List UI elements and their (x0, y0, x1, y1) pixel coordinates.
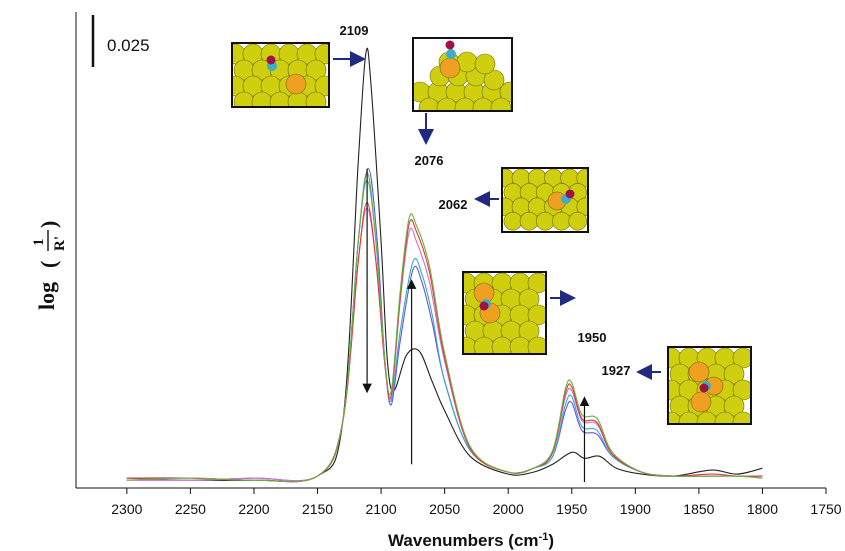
metal-atom (418, 97, 440, 110)
atom-cluster-image (503, 169, 587, 231)
metal-atom (552, 211, 571, 231)
metal-atom (305, 59, 327, 81)
x-tick-label: 2150 (302, 501, 333, 517)
metal-atom (690, 391, 712, 413)
metal-atom (500, 114, 520, 134)
metal-atom (518, 288, 540, 310)
metal-atom (439, 57, 461, 79)
metal-atom (499, 81, 511, 103)
metal-atom (732, 348, 750, 369)
inset-pointer-arrows (333, 51, 661, 380)
atom-cluster-image (464, 273, 545, 353)
metal-atom (576, 197, 587, 217)
inset-hollow-site-model (667, 346, 752, 425)
metal-atom (576, 169, 587, 188)
y-axis-label: log ( 1 R' ) (31, 221, 68, 310)
metal-atom (688, 361, 710, 383)
y-axis-label-numerator: 1 (31, 239, 47, 247)
x-tick-label: 2000 (493, 501, 524, 517)
metal-atom (527, 336, 545, 353)
metal-atom (503, 211, 523, 231)
metal-atom (305, 91, 327, 106)
oxygen-atom (479, 301, 489, 311)
inset-bridge-site-model (462, 271, 547, 355)
metal-atom (518, 320, 540, 342)
y-axis-label-paren-close: ) (36, 221, 61, 228)
metal-atom (464, 114, 484, 134)
x-axis-ticks: 2300 2250 2200 2150 2100 2050 2000 1950 1900 1850… (111, 488, 842, 517)
peak-label-1950: 1950 (578, 330, 607, 345)
peak-label-2062: 2062 (439, 197, 468, 212)
x-axis-label: Wavenumbers (cm-1) (388, 531, 554, 550)
metal-atom (233, 91, 255, 106)
metal-atom (723, 395, 745, 417)
scale-bar-label: 0.025 (107, 36, 150, 55)
metal-atom (535, 211, 555, 231)
inset-ontop-adatom-model (412, 37, 520, 134)
metal-atom (446, 114, 466, 134)
oxygen-atom (699, 383, 709, 393)
metal-atom (436, 97, 458, 110)
metal-atom (568, 211, 587, 231)
metal-atom (714, 411, 736, 423)
metal-atom (732, 411, 750, 423)
inset-step-site-model (501, 167, 589, 233)
carbon-atom (446, 49, 456, 59)
peak-label-2076: 2076 (415, 153, 444, 168)
atom-cluster-image (669, 348, 750, 423)
metal-atom (482, 114, 502, 134)
metal-atom (669, 411, 682, 423)
x-tick-label: 1900 (620, 501, 651, 517)
y-axis-label-denominator: R' (52, 236, 68, 251)
atom-cluster-image (233, 44, 328, 106)
metal-atom (472, 97, 494, 110)
metal-atom (732, 379, 750, 401)
metal-atom (527, 273, 545, 294)
metal-atom (723, 363, 745, 385)
x-tick-label: 1950 (556, 501, 587, 517)
oxygen-atom (266, 55, 276, 65)
metal-atom (678, 411, 700, 423)
spectrum-line-6 (126, 172, 763, 483)
trend-arrows (362, 168, 590, 483)
inset-top-site-model (231, 42, 330, 108)
x-tick-label: 2200 (238, 501, 269, 517)
metal-atom (696, 411, 718, 423)
x-tick-label: 1750 (810, 501, 841, 517)
x-tick-label: 1850 (683, 501, 714, 517)
peak-label-1927: 1927 (602, 363, 631, 378)
oxygen-atom (445, 40, 455, 50)
spectrum-line-5 (126, 201, 763, 483)
metal-atom (428, 114, 448, 134)
spectrum-line-4 (126, 207, 763, 482)
metal-atom (527, 304, 545, 326)
metal-atom (519, 211, 539, 231)
metal-atom (474, 53, 496, 75)
x-tick-label: 2250 (175, 501, 206, 517)
spectrum-line-1 (126, 47, 763, 483)
metal-atom (483, 69, 505, 91)
spectrum-line-2 (126, 168, 763, 482)
metal-atom (287, 91, 309, 106)
metal-atom (251, 91, 273, 106)
peak-label-2109: 2109 (340, 23, 369, 38)
x-tick-label: 2300 (111, 501, 142, 517)
metal-atom (285, 73, 307, 95)
x-tick-label: 2050 (429, 501, 460, 517)
y-axis-label-log: log (34, 282, 59, 310)
metal-atom (490, 97, 511, 110)
metal-atom (314, 44, 328, 65)
atom-cluster-image (414, 40, 520, 134)
spectra-series (126, 47, 763, 483)
scale-bar: 0.025 (91, 15, 150, 67)
metal-atom (269, 91, 291, 106)
x-tick-label: 2100 (366, 501, 397, 517)
x-tick-label: 1800 (747, 501, 778, 517)
oxygen-atom (565, 189, 575, 199)
y-axis-label-paren-open: ( (36, 261, 61, 268)
metal-atom (314, 75, 328, 97)
metal-atom (454, 97, 476, 110)
spectrum-line-3 (126, 180, 763, 483)
